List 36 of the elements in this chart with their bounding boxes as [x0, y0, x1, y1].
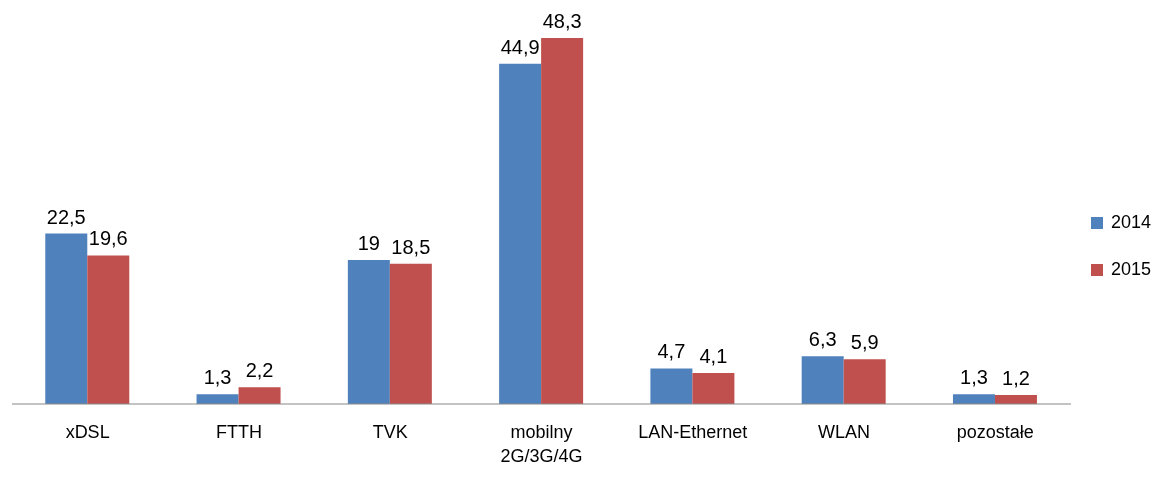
- bar: [45, 233, 88, 404]
- x-tick-label: TVK: [372, 422, 408, 442]
- data-label: 1,3: [203, 366, 232, 389]
- data-label: 4,1: [699, 344, 728, 367]
- bar: [238, 387, 281, 404]
- x-tick-label: pozostałe: [956, 422, 1034, 442]
- data-label: 1,2: [1002, 366, 1030, 389]
- x-tick-label: mobilny 2G/3G/4G: [500, 422, 583, 466]
- data-label: 5,9: [850, 331, 879, 354]
- bar: [650, 368, 693, 404]
- data-label: 19: [357, 232, 380, 255]
- x-tick-label: LAN-Ethernet: [638, 422, 748, 442]
- data-label: 48,3: [542, 10, 582, 32]
- bar: [499, 63, 542, 404]
- data-label: 44,9: [500, 35, 540, 58]
- legend-label: 2014: [1110, 212, 1151, 233]
- bar: [87, 255, 130, 404]
- data-label: 19,6: [88, 227, 128, 250]
- data-label: 6,3: [808, 328, 837, 351]
- data-label: 4,7: [657, 340, 686, 363]
- bar: [541, 38, 584, 404]
- data-label: 18,5: [391, 235, 431, 258]
- bar: [952, 394, 995, 404]
- bar: [347, 260, 390, 404]
- bar: [843, 359, 886, 404]
- x-tick-label: WLAN: [818, 422, 871, 442]
- bar: [389, 263, 432, 404]
- data-label: 22,5: [46, 205, 86, 228]
- x-tick-label: xDSL: [65, 422, 110, 442]
- data-label: 2,2: [245, 359, 274, 382]
- data-label: 1,3: [960, 366, 988, 389]
- legend-label: 2015: [1110, 259, 1151, 280]
- x-tick-label: FTTH: [215, 422, 262, 442]
- bar: [196, 394, 239, 404]
- bar: [692, 372, 735, 404]
- bar: [801, 356, 844, 404]
